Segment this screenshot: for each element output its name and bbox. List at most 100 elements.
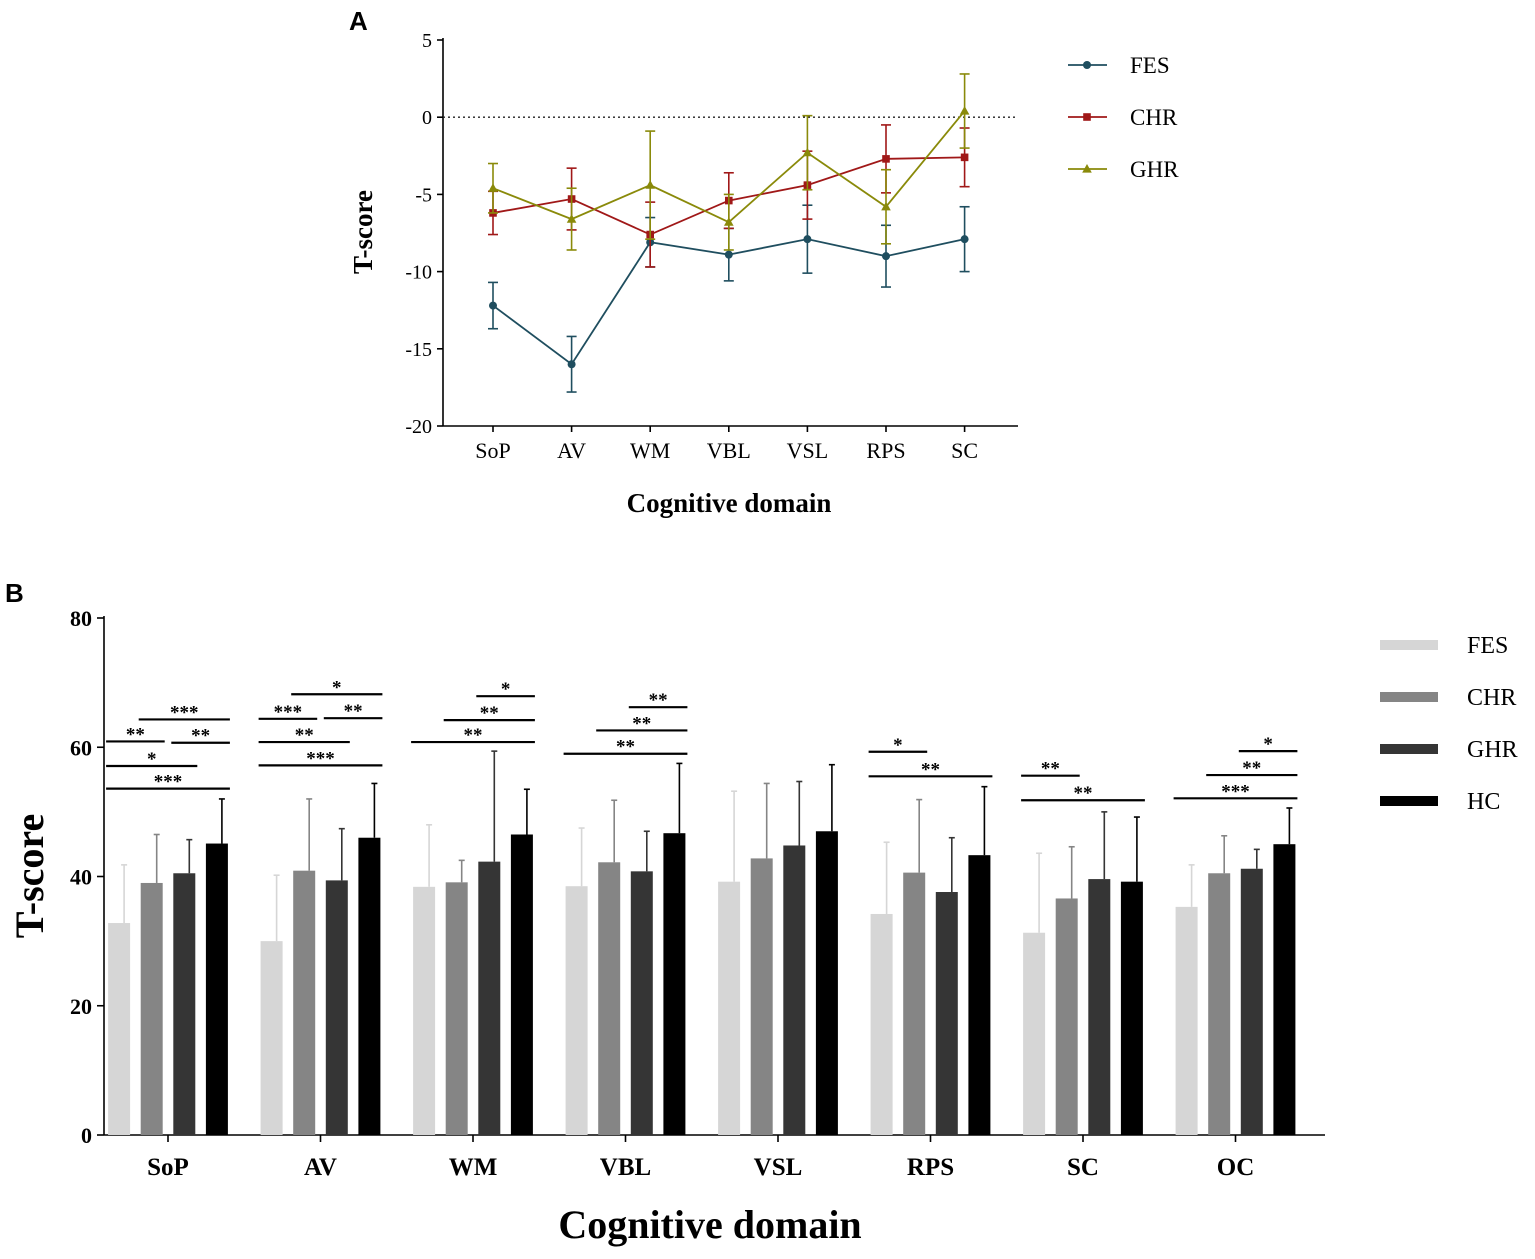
bar-chr — [903, 872, 926, 1135]
panel-a-y-tick-label: -10 — [405, 262, 432, 284]
significance-label: * — [1263, 734, 1273, 755]
bar-fes — [1023, 932, 1046, 1135]
bar-ghr — [935, 892, 958, 1135]
significance-label: *** — [170, 702, 199, 723]
panel-a-y-tick-label: -20 — [405, 416, 432, 438]
legend-label-hc: HC — [1467, 789, 1500, 815]
data-point-fes — [882, 252, 890, 261]
data-point-fes — [803, 235, 812, 244]
data-point-ghr — [959, 106, 970, 115]
bar-chr — [140, 882, 163, 1135]
significance-label: *** — [154, 772, 183, 793]
significance-label: *** — [274, 702, 303, 723]
legend-swatch-hc — [1380, 796, 1438, 806]
bar-ghr — [325, 880, 348, 1135]
data-point-ghr — [488, 183, 498, 192]
bar-ghr — [630, 871, 653, 1135]
significance-label: ** — [191, 726, 210, 747]
panel-a-x-tick-label: RPS — [866, 438, 905, 463]
legend-label-fes: FES — [1130, 53, 1170, 78]
panel-a-x-axis-title: Cognitive domain — [627, 488, 832, 518]
bar-hc — [815, 831, 838, 1135]
bar-fes — [718, 881, 741, 1135]
panel-a-x-tick-label: WM — [630, 438, 670, 463]
panel-a-legend: FES CHR GHR — [1068, 53, 1179, 182]
panel-b-x-tick-label: AV — [304, 1154, 337, 1181]
bar-fes — [565, 886, 588, 1135]
significance-label: *** — [1221, 781, 1250, 802]
data-point-fes — [489, 301, 497, 310]
legend-label-fes: FES — [1467, 633, 1508, 659]
panel-a-y-tick-label: 0 — [422, 107, 432, 129]
panel-b-x-tick-label: RPS — [907, 1154, 954, 1181]
panel-b-y-tick-label: 80 — [70, 606, 92, 631]
significance-label: ** — [344, 701, 363, 722]
panel-a-x-tick-label: VSL — [787, 438, 829, 463]
data-point-ghr — [566, 214, 577, 223]
significance-label: ** — [1041, 759, 1060, 780]
panel-a-y-tick-label: 5 — [422, 30, 432, 52]
panel-b-label: B — [5, 578, 24, 608]
significance-label: ** — [632, 713, 651, 734]
data-point-ghr — [802, 147, 813, 157]
panel-a-axes: 5 0 -5 -10 -15 -20 SoP AV WM VBL VSL RPS SC — [405, 30, 1018, 463]
data-point-ghr — [645, 180, 655, 189]
legend-label-ghr: GHR — [1467, 737, 1518, 763]
bar-ghr — [783, 845, 806, 1135]
data-point-chr — [960, 153, 969, 162]
legend-marker-fes — [1083, 61, 1091, 69]
panel-a-x-tick-label: AV — [557, 438, 586, 463]
bar-fes — [260, 941, 283, 1135]
significance-label: * — [147, 749, 157, 770]
data-point-fes — [724, 250, 733, 259]
bar-ghr — [1240, 868, 1263, 1135]
significance-label: ** — [126, 724, 145, 745]
data-point-ghr — [724, 217, 734, 226]
data-point-ghr — [881, 201, 891, 211]
panel-b-legend: FES CHR GHR HC — [1380, 633, 1518, 815]
bar-hc — [1120, 881, 1143, 1135]
bar-ghr — [478, 861, 501, 1135]
bar-ghr — [173, 873, 196, 1135]
panel-b-y-tick-label: 0 — [81, 1123, 92, 1148]
bar-fes — [870, 913, 893, 1135]
panel-b-marks — [108, 750, 1296, 1135]
significance-label: ** — [295, 725, 314, 746]
panel-b-y-tick-label: 40 — [70, 865, 92, 890]
significance-label: ** — [649, 690, 668, 711]
panel-b-x-tick-label: SoP — [147, 1154, 189, 1181]
panel-b-x-tick-label: VSL — [754, 1154, 803, 1181]
legend-swatch-fes — [1380, 640, 1438, 650]
panel-a-y-tick-label: -5 — [415, 184, 432, 206]
panel-a-label: A — [349, 6, 368, 36]
bar-hc — [663, 833, 686, 1135]
significance-label: ** — [480, 703, 499, 724]
significance-label: ** — [464, 725, 483, 746]
panel-b-x-tick-label: VBL — [600, 1154, 651, 1181]
significance-label: * — [501, 679, 511, 700]
bar-hc — [205, 843, 228, 1135]
bar-fes — [1175, 906, 1198, 1135]
bar-hc — [1273, 844, 1296, 1135]
bar-fes — [108, 923, 131, 1135]
panel-b-x-tick-label: SC — [1067, 1154, 1099, 1181]
bar-chr — [1055, 898, 1078, 1135]
bar-fes — [413, 886, 436, 1135]
panel-a-marks — [488, 73, 970, 393]
bar-chr — [750, 858, 773, 1135]
bar-chr — [293, 870, 316, 1135]
bar-hc — [358, 837, 381, 1135]
legend-label-ghr: GHR — [1130, 157, 1179, 182]
significance-label: * — [332, 677, 342, 698]
legend-label-chr: CHR — [1467, 685, 1516, 711]
significance-label: ** — [1074, 783, 1093, 804]
significance-label: * — [893, 735, 903, 756]
significance-label: *** — [306, 748, 335, 769]
panel-b-y-tick-label: 60 — [70, 735, 92, 760]
legend-marker-ghr — [1082, 164, 1092, 173]
significance-label: ** — [616, 737, 635, 758]
panel-b-significance: ********************************* *** ****… — [106, 677, 1298, 804]
bar-hc — [968, 855, 991, 1135]
